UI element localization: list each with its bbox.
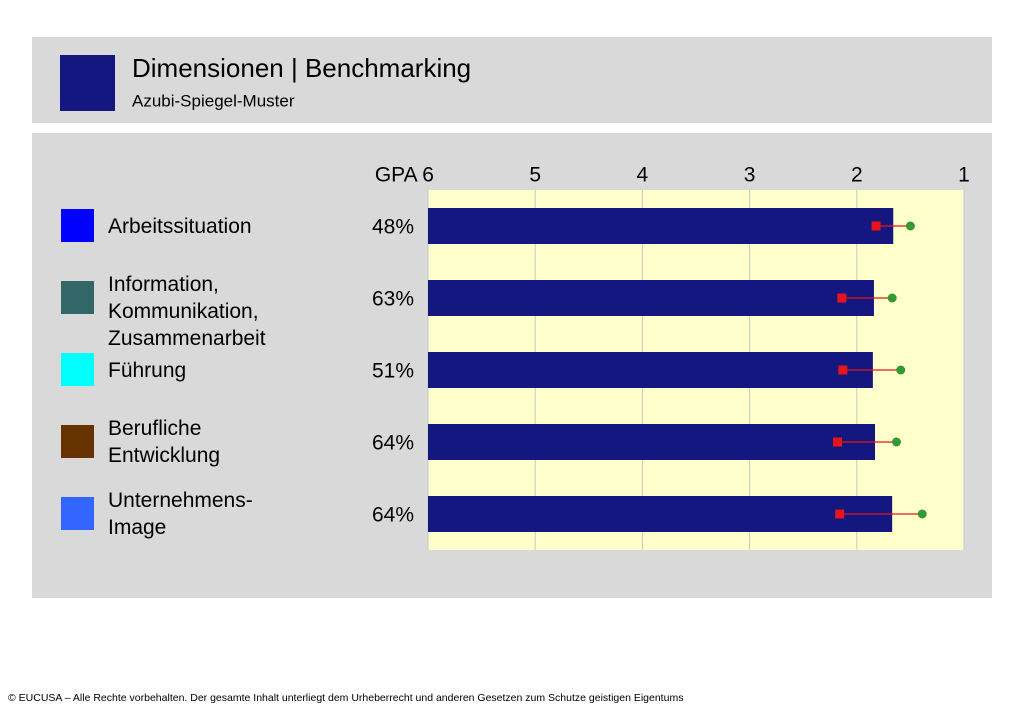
category-swatch <box>61 497 94 530</box>
benchmark-marker <box>891 437 901 447</box>
category-swatch <box>61 209 94 242</box>
footer: © EUCUSA – Alle Rechte vorbehalten. Der … <box>8 692 683 704</box>
bar <box>428 352 873 388</box>
x-tick-label: 2 <box>851 164 863 187</box>
percentage-label: 48% <box>372 216 414 239</box>
benchmark-marker <box>887 293 897 303</box>
category-swatch <box>61 425 94 458</box>
bar <box>428 496 893 532</box>
benchmark-marker <box>917 509 927 519</box>
percentage-label: 51% <box>372 360 414 383</box>
subtitle: Azubi-Spiegel-Muster <box>132 91 295 110</box>
x-tick-label: 4 <box>637 164 649 187</box>
percentage-label: 63% <box>372 288 414 311</box>
category-label: Berufliche Entwicklung <box>108 416 221 467</box>
category-swatch <box>61 281 94 314</box>
category-swatch <box>61 353 94 386</box>
category-label: Führung <box>108 358 187 382</box>
bar <box>428 208 894 244</box>
header-box <box>32 37 992 123</box>
bar <box>428 280 874 316</box>
percentage-label: 64% <box>372 432 414 455</box>
percentage-label: 64% <box>372 504 414 527</box>
x-tick-label: 3 <box>744 164 756 187</box>
benchmark-marker <box>905 221 915 231</box>
header-icon <box>60 55 115 111</box>
x-tick-label: 1 <box>958 164 970 187</box>
title: Dimensionen | Benchmarking <box>132 53 471 83</box>
category-label: Arbeitssituation <box>108 214 252 238</box>
benchmark-marker <box>896 365 906 375</box>
x-tick-label: GPA 6 <box>375 164 434 187</box>
category-label: Unternehmens-Image <box>108 488 253 539</box>
bar <box>428 424 876 460</box>
category-label: Information, Kommunikation, Zusammenarbe… <box>108 272 266 350</box>
x-tick-label: 5 <box>529 164 541 187</box>
